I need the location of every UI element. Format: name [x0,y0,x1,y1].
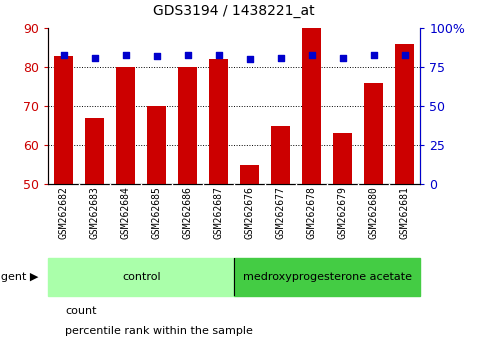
Point [339,55,347,61]
Text: GSM262685: GSM262685 [152,186,162,239]
Text: control: control [122,272,160,282]
Text: GDS3194 / 1438221_at: GDS3194 / 1438221_at [154,4,315,18]
Bar [333,133,352,184]
Text: GSM262678: GSM262678 [307,186,317,239]
Bar [48,258,234,296]
Point [277,55,284,61]
Point [91,55,99,61]
Point [401,52,409,58]
Bar [55,56,73,184]
Bar [271,126,290,184]
Text: GSM262681: GSM262681 [400,186,410,239]
Text: GSM262680: GSM262680 [369,186,379,239]
Text: GSM262686: GSM262686 [183,186,193,239]
Point [246,57,254,62]
Text: GSM262683: GSM262683 [90,186,100,239]
Text: GSM262682: GSM262682 [59,186,69,239]
Text: medroxyprogesterone acetate: medroxyprogesterone acetate [243,272,412,282]
Bar [210,59,228,184]
Point [122,52,129,58]
Text: GSM262676: GSM262676 [245,186,255,239]
Text: agent ▶: agent ▶ [0,272,39,282]
Text: GSM262677: GSM262677 [276,186,286,239]
Bar [302,28,321,184]
Point [60,52,68,58]
Bar [234,258,420,296]
Point [308,52,315,58]
Text: GSM262687: GSM262687 [214,186,224,239]
Bar [364,83,383,184]
Text: GSM262684: GSM262684 [121,186,131,239]
Bar [116,67,135,184]
Point [215,52,223,58]
Bar [179,67,197,184]
Bar [241,165,259,184]
Bar [85,118,104,184]
Bar [147,106,166,184]
Bar [396,44,414,184]
Text: GSM262679: GSM262679 [338,186,348,239]
Point [153,53,161,59]
Text: percentile rank within the sample: percentile rank within the sample [65,326,253,336]
Point [370,52,378,58]
Point [184,52,192,58]
Text: count: count [65,306,97,316]
